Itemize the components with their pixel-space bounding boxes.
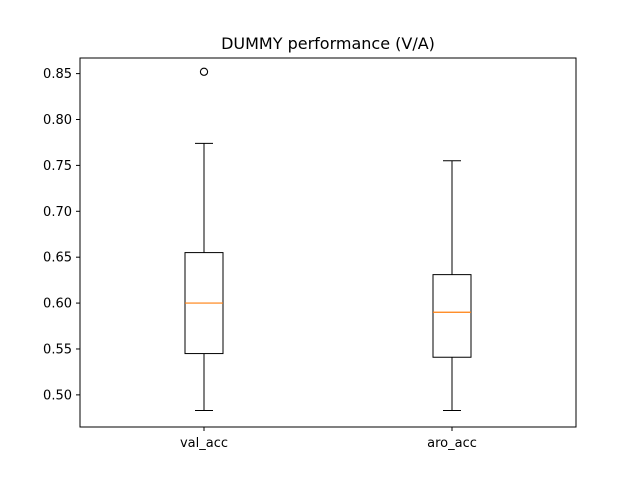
- plot-area: 0.50 0.55 0.60 0.65 0.70 0.75 0.80 0.85 val_acc a…: [43, 57, 577, 451]
- box-aro_acc: [432, 160, 472, 411]
- plot-frame: [79, 57, 577, 428]
- y-tick-label: 0.85: [43, 67, 72, 82]
- chart-title: DUMMY performance (V/A): [221, 34, 435, 53]
- y-tick-label: 0.65: [43, 251, 72, 266]
- y-tick-label: 0.60: [43, 297, 72, 312]
- y-tick-label: 0.55: [43, 342, 72, 357]
- x-tick-label: aro_acc: [427, 436, 477, 451]
- box-iqr: [432, 274, 472, 358]
- y-tick-label: 0.70: [43, 205, 72, 220]
- y-tick-label: 0.80: [43, 113, 72, 128]
- x-tick-label: val_acc: [180, 436, 228, 451]
- box-val_acc: [184, 67, 224, 411]
- outlier-point: [199, 67, 209, 76]
- y-tick-label: 0.75: [43, 159, 72, 174]
- y-tick-label: 0.50: [43, 388, 72, 403]
